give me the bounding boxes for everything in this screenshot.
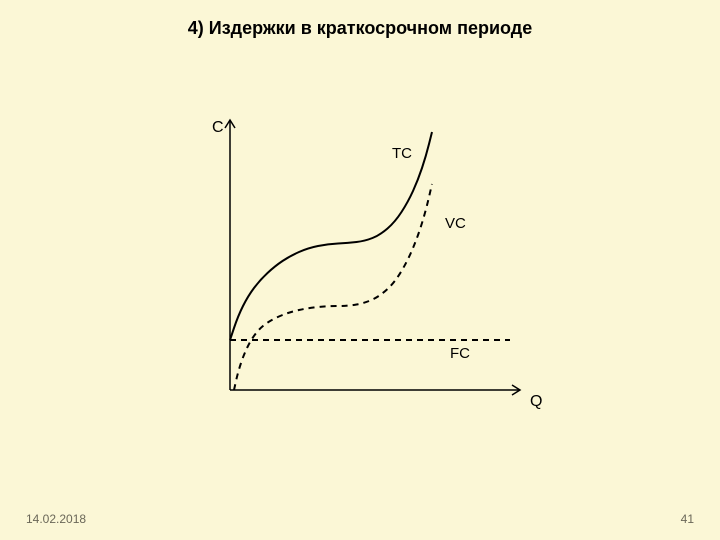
footer-page-number: 41	[681, 512, 694, 526]
footer-date: 14.02.2018	[26, 512, 86, 526]
vc-label: VC	[445, 215, 466, 232]
tc-label: TC	[392, 145, 412, 162]
vc-curve	[234, 184, 432, 390]
slide: 4) Издержки в краткосрочном периоде C Q …	[0, 0, 720, 540]
slide-title: 4) Издержки в краткосрочном периоде	[0, 18, 720, 39]
x-axis-label: Q	[530, 393, 542, 410]
axes-group	[225, 120, 520, 395]
fc-label: FC	[450, 345, 470, 362]
y-axis-label: C	[212, 119, 224, 136]
tc-curve	[230, 132, 432, 340]
chart-svg: C Q TC VC FC	[190, 110, 550, 410]
cost-chart: C Q TC VC FC	[190, 110, 550, 410]
